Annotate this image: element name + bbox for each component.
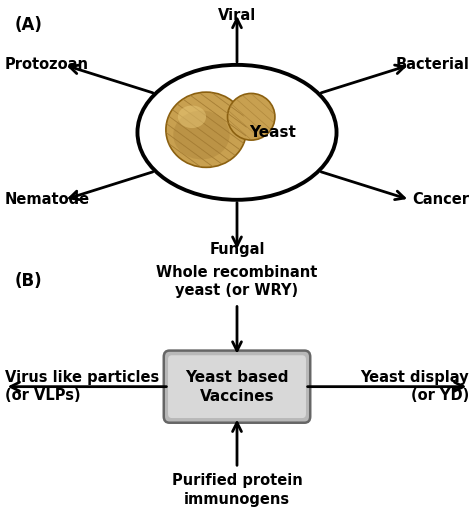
Text: Virus like particles
(or VLPs): Virus like particles (or VLPs) [5,370,159,403]
Text: Protozoan: Protozoan [5,58,89,72]
Text: Yeast: Yeast [249,125,296,140]
Ellipse shape [137,65,337,200]
FancyBboxPatch shape [164,351,310,422]
Text: Whole recombinant
yeast (or WRY): Whole recombinant yeast (or WRY) [156,265,318,298]
Text: (A): (A) [14,16,42,34]
Text: Purified protein
immunogens: Purified protein immunogens [172,473,302,507]
Text: Yeast display
(or YD): Yeast display (or YD) [361,370,469,403]
Text: Yeast based
Vaccines: Yeast based Vaccines [185,370,289,404]
Text: Nematode: Nematode [5,193,90,207]
Text: Bacterial: Bacterial [395,58,469,72]
Ellipse shape [173,111,229,159]
Ellipse shape [178,105,206,128]
Text: Fungal: Fungal [209,242,265,257]
Ellipse shape [228,93,275,140]
Ellipse shape [166,92,246,168]
Text: (B): (B) [14,272,42,291]
Text: Viral: Viral [218,8,256,23]
Text: Cancer: Cancer [412,193,469,207]
FancyBboxPatch shape [168,356,306,418]
